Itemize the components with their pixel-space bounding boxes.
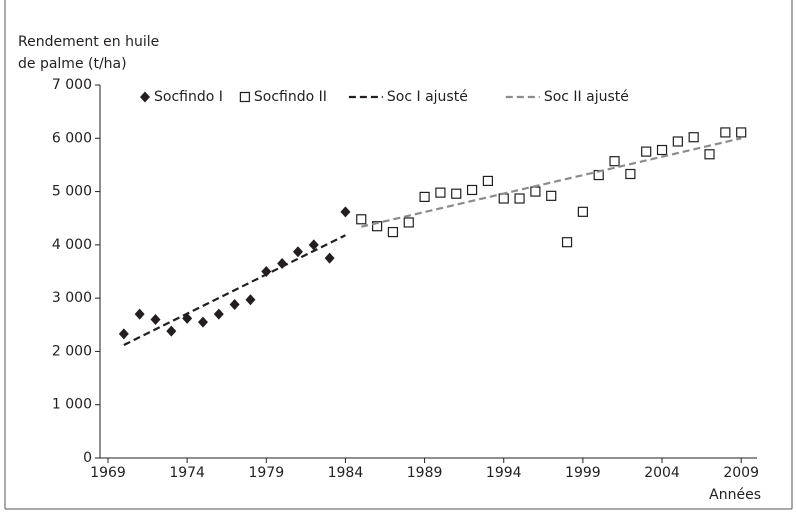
y-tick-label: 5 000 — [52, 184, 92, 200]
x-tick-label: 1989 — [407, 465, 443, 481]
data-point — [229, 299, 240, 311]
data-point — [308, 239, 319, 251]
x-axis-label: Années — [709, 487, 761, 503]
data-point — [656, 144, 668, 156]
x-tick-label: 1974 — [169, 465, 205, 481]
fit-line — [123, 234, 346, 347]
legend-label: Soc II ajusté — [544, 89, 629, 105]
legend-label: Socfindo II — [254, 89, 327, 105]
x-tick-label: 2004 — [644, 465, 680, 481]
data-point — [371, 221, 383, 232]
data-point — [150, 313, 161, 325]
data-point — [213, 308, 224, 320]
data-point — [736, 127, 747, 138]
data-point — [197, 316, 208, 328]
data-point — [356, 214, 367, 225]
data-point — [546, 190, 557, 201]
data-point — [498, 193, 509, 204]
legend-label: Soc I ajusté — [387, 89, 468, 105]
data-point — [419, 191, 430, 202]
y-axis-label: de palme (t/ha) — [18, 56, 127, 72]
fit-line — [361, 137, 742, 228]
y-tick-label: 0 — [83, 450, 92, 466]
y-tick-label: 1 000 — [52, 397, 92, 413]
y-tick-label: 3 000 — [52, 290, 92, 306]
x-tick-label: 1969 — [90, 465, 126, 481]
data-point — [688, 132, 699, 143]
data-point — [118, 328, 129, 340]
data-point — [324, 252, 335, 264]
data-point — [134, 308, 145, 320]
data-point — [435, 187, 446, 198]
data-point — [577, 206, 588, 217]
x-tick-label: 1979 — [248, 465, 284, 481]
x-tick-label: 1984 — [328, 465, 364, 481]
data-point — [166, 325, 177, 337]
data-point — [625, 168, 636, 180]
x-tick-label: 1999 — [565, 465, 601, 481]
y-tick-label: 2 000 — [52, 343, 92, 359]
data-point — [720, 127, 731, 138]
y-axis-label: Rendement en huile — [18, 34, 159, 50]
data-point — [514, 193, 525, 204]
data-point — [340, 206, 351, 218]
data-point — [641, 146, 652, 157]
y-tick-label: 7 000 — [52, 77, 92, 93]
y-tick-label: 6 000 — [52, 130, 92, 146]
data-point — [609, 156, 620, 167]
data-point — [403, 217, 414, 228]
data-point — [292, 246, 303, 258]
data-point — [245, 294, 256, 306]
data-point — [466, 184, 478, 196]
data-point — [561, 237, 573, 248]
data-point — [672, 136, 683, 147]
data-point — [482, 175, 494, 187]
y-tick-label: 4 000 — [52, 237, 92, 253]
data-point — [530, 186, 541, 197]
x-tick-label: 2009 — [723, 465, 759, 481]
data-point — [451, 188, 462, 199]
x-tick-label: 1994 — [486, 465, 522, 481]
data-point — [704, 149, 715, 160]
data-point — [387, 226, 399, 238]
legend-swatch — [239, 91, 250, 103]
data-point — [261, 266, 272, 277]
legend-swatch — [140, 91, 150, 103]
legend-label: Socfindo I — [154, 89, 223, 105]
